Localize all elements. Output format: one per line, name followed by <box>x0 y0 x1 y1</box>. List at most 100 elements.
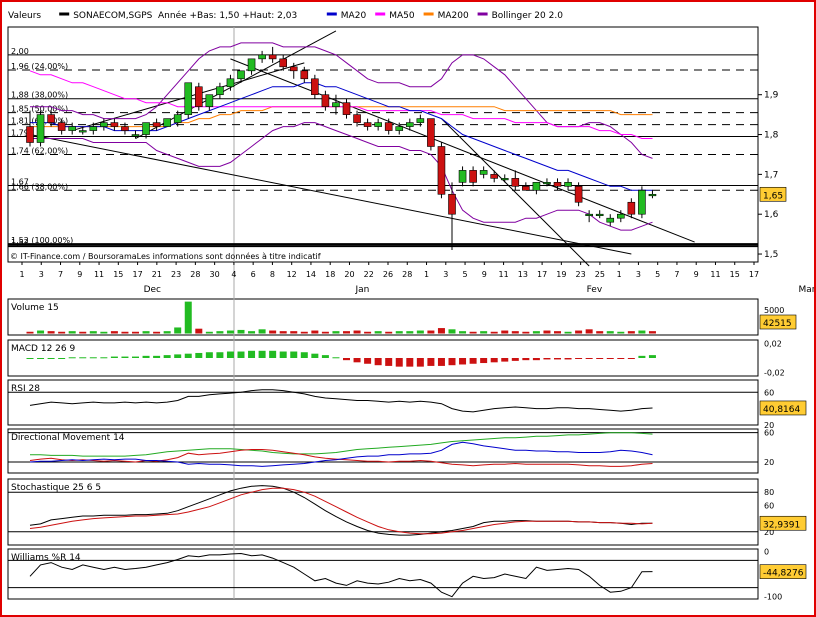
x-axis-label: 12 <box>287 270 297 279</box>
candle-body <box>543 182 551 185</box>
volume-bar <box>279 331 287 334</box>
macd-bar <box>121 356 129 358</box>
volume-bar <box>374 331 382 334</box>
candle-body <box>648 193 657 197</box>
candle-body <box>564 182 572 187</box>
macd-bar <box>469 358 477 364</box>
williams-axis-label: 0 <box>764 547 769 556</box>
candle-body <box>47 114 55 123</box>
volume-bar <box>638 330 646 334</box>
candle-body <box>469 170 477 183</box>
volume-bar <box>564 331 572 334</box>
candle-body <box>321 94 330 107</box>
macd-bar <box>374 358 382 366</box>
macd-bar <box>406 358 414 367</box>
month-label: Jan <box>354 285 369 295</box>
candle-body <box>173 114 182 123</box>
x-axis-label: 19 <box>556 270 566 279</box>
candle-body <box>416 118 425 123</box>
volume-bar <box>121 331 129 334</box>
fib-level-label: 1,85 (50,00%) <box>11 105 68 114</box>
legend-label: MA20 <box>341 11 367 21</box>
candle-body <box>279 58 288 68</box>
dmi-axis-label: 60 <box>764 429 774 438</box>
legend-label: MA50 <box>389 11 415 21</box>
x-axis-label: 22 <box>364 270 374 279</box>
x-axis-label: 17 <box>537 270 547 279</box>
macd-bar <box>110 356 118 358</box>
stochastic-axis-label: 60 <box>764 501 774 510</box>
macd-bar <box>79 357 87 359</box>
x-axis-label: 9 <box>694 270 699 279</box>
legend-label: MA200 <box>438 11 469 21</box>
price-axis-label: 1,7 <box>764 170 778 180</box>
macd-bar <box>68 357 76 359</box>
macd-bar <box>554 358 561 360</box>
candle-body <box>405 122 414 127</box>
fib-level-label: 1,79 <box>11 129 29 138</box>
month-label: Fev <box>587 285 603 295</box>
candle-body <box>606 217 615 223</box>
x-axis-label: 3 <box>39 270 44 279</box>
x-axis-label: 9 <box>482 270 487 279</box>
legend-label: Année +Bas: 1,50 +Haut: 2,03 <box>158 10 297 21</box>
rsi-axis-label: 20 <box>764 421 774 430</box>
volume-bar <box>501 330 509 334</box>
stochastic-badge <box>759 515 807 531</box>
macd-bar <box>585 358 593 359</box>
macd-bar <box>226 351 234 358</box>
volume-bar <box>47 331 55 334</box>
candle-body <box>68 126 76 131</box>
volume-bar <box>648 331 656 334</box>
macd-bar <box>153 355 161 358</box>
macd-bar <box>58 358 66 359</box>
volume-bar <box>79 331 87 334</box>
fib-level-label: 1,88 (38,00%) <box>11 91 68 100</box>
candle-body <box>595 213 604 217</box>
volume-bar <box>26 331 34 334</box>
x-axis-label: 7 <box>58 270 63 279</box>
candle-body <box>500 178 509 181</box>
macd-axis-label: 0,02 <box>764 340 782 349</box>
volume-bar <box>174 327 182 334</box>
trend-line <box>441 118 590 267</box>
candle-body <box>268 54 277 60</box>
candle-body <box>395 126 404 131</box>
x-axis-label: 15 <box>113 270 123 279</box>
volume-bar <box>237 329 245 334</box>
legend-label: Bollinger 20 2.0 <box>492 11 564 21</box>
legend-label: SONAECOM,SGPS <box>73 11 152 21</box>
price-axis-label: 1,8 <box>764 131 779 141</box>
macd-bar <box>343 358 350 361</box>
volume-bar <box>585 329 593 334</box>
macd-bar <box>248 350 256 358</box>
macd-bar <box>132 356 139 358</box>
x-axis-label: 28 <box>402 270 412 279</box>
candle-body <box>332 102 340 107</box>
volume-bar <box>606 331 614 334</box>
macd-bar <box>300 352 308 358</box>
macd-bar <box>490 358 498 363</box>
macd-bar <box>184 353 192 358</box>
macd-bar <box>195 352 203 358</box>
macd-bar <box>100 357 108 359</box>
volume-bar <box>216 331 224 334</box>
macd-bar <box>89 357 97 359</box>
macd-axis-label: -0,02 <box>764 368 785 377</box>
volume-bar <box>522 331 530 334</box>
macd-bar <box>216 352 224 358</box>
macd-bar <box>163 355 171 358</box>
macd-bar <box>237 351 245 358</box>
volume-bar <box>37 330 45 334</box>
candle-body <box>237 70 245 80</box>
x-axis-label: 9 <box>77 270 82 279</box>
volume-bar <box>427 330 435 334</box>
macd-bar <box>522 358 530 361</box>
volume-bar <box>343 331 350 334</box>
ma50-line <box>29 70 653 139</box>
volume-bar <box>226 330 234 334</box>
volume-bar <box>163 331 171 334</box>
volume-bar <box>554 331 561 334</box>
rsi-badge <box>759 400 807 416</box>
fib-level-label: 2,00 <box>11 47 29 56</box>
